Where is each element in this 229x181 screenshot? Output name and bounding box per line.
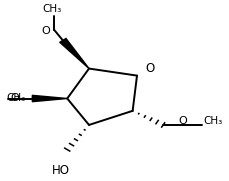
Text: CH₃: CH₃: [6, 93, 26, 103]
Text: O: O: [178, 115, 186, 125]
Text: CH₃: CH₃: [42, 4, 61, 14]
Polygon shape: [32, 95, 67, 102]
Text: O: O: [11, 93, 19, 103]
Text: O: O: [145, 62, 154, 75]
Text: HO: HO: [52, 164, 69, 177]
Text: CH₃: CH₃: [203, 115, 222, 125]
Text: O: O: [41, 26, 49, 36]
Polygon shape: [60, 39, 89, 69]
